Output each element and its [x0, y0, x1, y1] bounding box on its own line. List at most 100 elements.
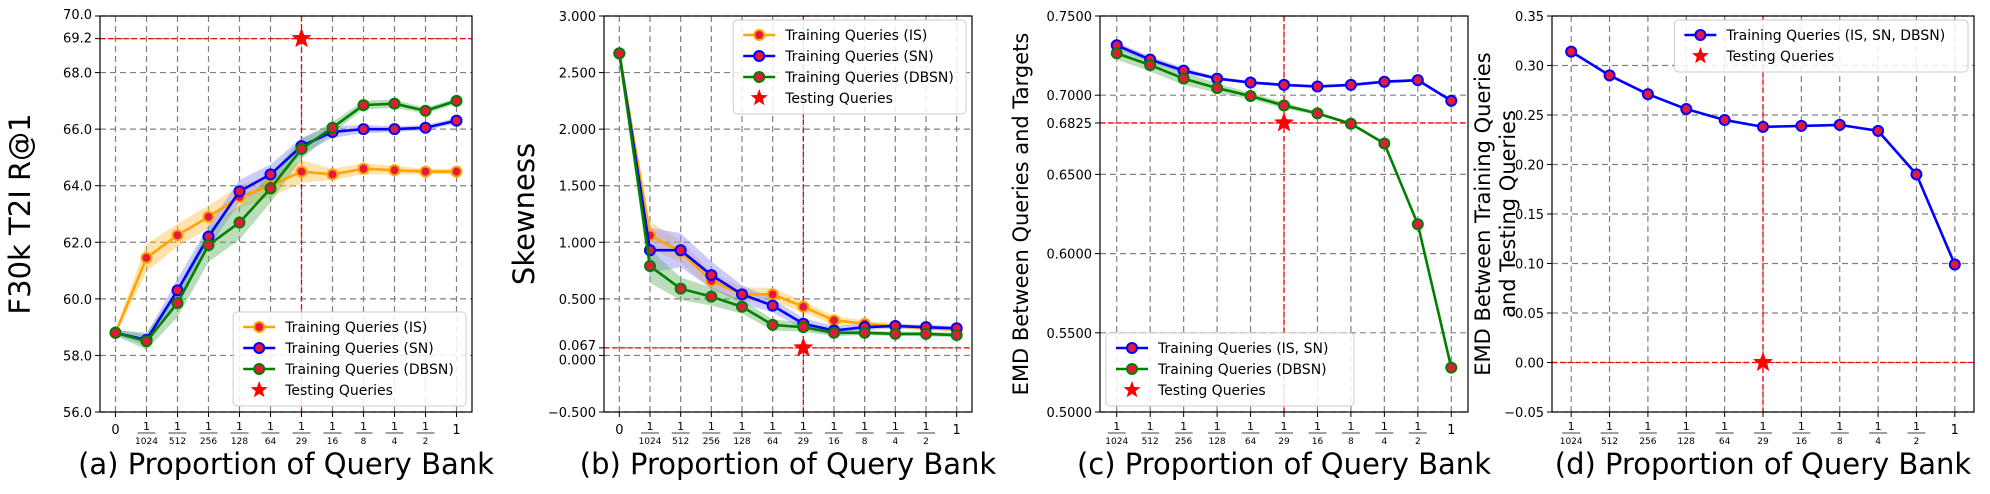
x-tick-numerator: 1	[236, 420, 243, 433]
x-tick-numerator: 1	[1913, 420, 1920, 433]
x-tick-numerator: 1	[1414, 420, 1421, 433]
legend-frame	[732, 19, 967, 115]
x-tick-denominator: 1024	[1105, 437, 1128, 447]
x-tick-numerator: 1	[1568, 420, 1575, 433]
data-point-DBSN	[1411, 218, 1424, 231]
legend-frame	[232, 311, 467, 407]
y-tick-label: 2.500	[559, 67, 596, 82]
data-point-SN	[736, 288, 748, 301]
data-point-DBSN	[233, 216, 246, 229]
x-tick-denominator: 64	[1719, 437, 1731, 447]
data-point-DBSN	[419, 104, 432, 117]
x-tick-numerator: 1	[739, 420, 746, 433]
x-tick-numerator: 1	[360, 420, 367, 433]
data-point-DBSN	[705, 290, 718, 303]
x-tick-denominator: 256	[703, 437, 720, 447]
data-point-SN	[1795, 119, 1808, 132]
data-point-SN	[705, 269, 718, 282]
x-tick-denominator: 256	[1639, 437, 1656, 447]
data-point-SN	[233, 185, 246, 198]
data-point-SN	[1948, 258, 1961, 271]
y-tick-label: 0.7500	[1047, 10, 1093, 25]
data-point-SN	[1603, 69, 1616, 82]
x-tick-denominator: 8	[1837, 437, 1843, 447]
data-point-SN	[1244, 76, 1257, 89]
x-tick-numerator: 1	[422, 420, 429, 433]
legend-entry-label: Training Queries (IS)	[284, 320, 427, 336]
data-point-IS	[388, 164, 401, 177]
x-tick-denominator: 512	[169, 437, 186, 447]
x-tick-denominator: 4	[1381, 437, 1387, 447]
testing-queries-star	[793, 337, 814, 357]
legend-entry-label: Testing Queries	[784, 91, 893, 107]
y-axis-label: and Testing Queries	[1496, 110, 1520, 318]
x-tick-denominator: 512	[672, 437, 689, 447]
x-tick-denominator: 29	[1757, 437, 1769, 447]
data-point-SN	[1344, 78, 1357, 91]
legend-marker-swatch	[753, 50, 766, 62]
panel-c: 1 1024 1 512 1 256 1 128 1 64 1 29 1 16 1 8 1 4 1 2 1 0.5000 0…	[1009, 10, 1491, 481]
data-point-DBSN	[109, 326, 122, 339]
testing-queries-star	[1273, 112, 1295, 132]
data-point-SN	[171, 284, 184, 297]
legend-star-icon	[1691, 47, 1709, 64]
panel-a: 0 1 1024 1 512 1 256 1 128 1 64 1 29 1 16 1 8 1 4 1 2 1 56.0 58…	[3, 8, 494, 481]
x-tick-numerator: 1	[647, 420, 654, 433]
y-tick-label: 0.10	[1515, 258, 1544, 273]
x-tick-denominator: 29	[1278, 437, 1290, 447]
data-point-DBSN	[644, 260, 656, 273]
data-point-SN	[1833, 118, 1846, 131]
data-point-SN	[357, 123, 370, 136]
x-tick-numerator: 1	[1381, 420, 1388, 433]
y-tick-label: 2.000	[559, 123, 596, 138]
y-tick-label: 0.6000	[1047, 248, 1093, 263]
data-point-SN	[1445, 94, 1458, 107]
data-point-DBSN	[357, 99, 370, 112]
x-tick-label: 1	[953, 423, 961, 438]
data-point-DBSN	[613, 47, 626, 60]
y-tick-label: −0.500	[548, 406, 596, 421]
x-tick-numerator: 1	[1113, 420, 1120, 433]
x-tick-numerator: 1	[143, 420, 150, 433]
x-tick-denominator: 128	[1678, 437, 1695, 447]
data-point-SN	[1872, 124, 1885, 137]
legend-star-icon	[1123, 381, 1141, 398]
x-tick-numerator: 1	[708, 420, 715, 433]
panel-caption: (b) Proportion of Query Bank	[580, 447, 997, 481]
data-point-DBSN	[797, 321, 810, 334]
legend-marker-swatch	[1694, 29, 1707, 41]
y-tick-label: 0.500	[559, 293, 596, 308]
legend-entry-label: Training Queries (IS)	[784, 28, 927, 44]
data-point-DBSN	[674, 282, 687, 295]
x-tick-label: 0	[615, 423, 623, 438]
legend-star-icon	[250, 381, 268, 398]
y-tick-label: 0.6500	[1047, 168, 1093, 183]
x-tick-denominator: 128	[231, 437, 248, 447]
x-tick-denominator: 1024	[135, 437, 158, 447]
y-tick-label: 0.000	[559, 353, 596, 368]
data-point-SN	[1278, 78, 1290, 91]
data-point-DBSN	[326, 121, 339, 134]
y-axis-label: EMD Between Training Queries	[1471, 52, 1495, 375]
data-point-DBSN	[388, 97, 401, 110]
legend-entry-label: Training Queries (DBSN)	[1157, 362, 1327, 378]
legend-frame	[1673, 19, 1969, 73]
data-point-DBSN	[264, 182, 277, 195]
data-point-DBSN	[1110, 47, 1123, 60]
testing-queries-star	[1752, 351, 1774, 372]
data-point-DBSN	[1311, 107, 1324, 120]
x-tick-denominator: 2	[923, 437, 929, 447]
panel-caption: (c) Proportion of Query Bank	[1077, 447, 1491, 481]
panel-caption: (d) Proportion of Query Bank	[1555, 447, 1972, 481]
data-point-DBSN	[889, 327, 902, 340]
legend-marker-swatch	[753, 29, 766, 41]
panel-b: 0 1 1024 1 512 1 256 1 128 1 64 1 29 1 16 1 8 1 4 1 2 1 −0.500…	[507, 10, 996, 481]
data-point-SN	[264, 168, 277, 181]
data-point-IS	[326, 168, 339, 181]
x-tick-denominator: 29	[296, 437, 308, 447]
y-tick-label: 0.00	[1515, 357, 1544, 372]
legend: Training Queries (IS) Training Queries (S…	[732, 19, 967, 115]
legend-entry-label: Testing Queries	[1157, 383, 1266, 399]
data-point-DBSN	[950, 329, 963, 342]
